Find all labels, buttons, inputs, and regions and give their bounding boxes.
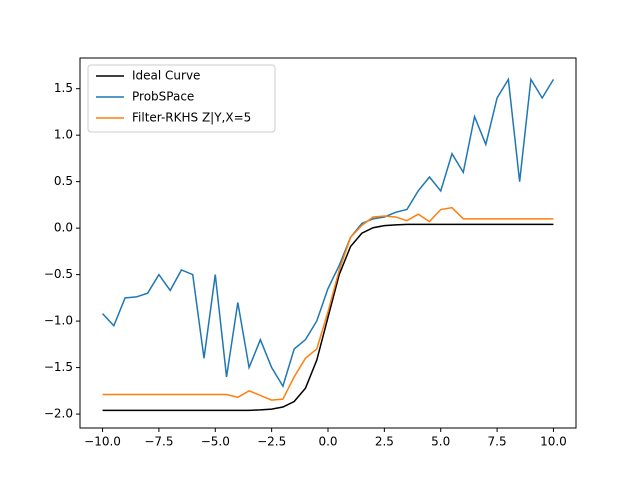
x-tick-label: 2.5 (375, 435, 394, 449)
x-tick-label: −7.5 (144, 435, 173, 449)
y-tick-label: 0.5 (54, 174, 73, 188)
series-line (102, 223, 554, 412)
legend-label: Ideal Curve (132, 69, 200, 83)
x-tick-label: 7.5 (488, 435, 507, 449)
legend-label: Filter-RKHS Z|Y,X=5 (132, 111, 251, 125)
y-tick-label: −1.0 (44, 314, 73, 328)
x-tick-label: 5.0 (431, 435, 450, 449)
legend-label: ProbSPace (132, 90, 194, 104)
x-tick-label: −2.5 (257, 435, 286, 449)
y-tick-label: −2.0 (44, 407, 73, 421)
x-tick-label: 10.0 (540, 435, 567, 449)
x-tick-label: −5.0 (201, 435, 230, 449)
y-tick-label: 0.0 (54, 221, 73, 235)
x-tick-label: −10.0 (84, 435, 121, 449)
legend-box (87, 64, 276, 133)
series-line (102, 206, 554, 401)
y-tick-label: 1.5 (54, 81, 73, 95)
x-tick-label: 0.0 (318, 435, 337, 449)
y-tick-label: −0.5 (44, 267, 73, 281)
y-tick-label: −1.5 (44, 360, 73, 374)
series-line (102, 77, 555, 388)
y-tick-label: 1.0 (54, 128, 73, 142)
